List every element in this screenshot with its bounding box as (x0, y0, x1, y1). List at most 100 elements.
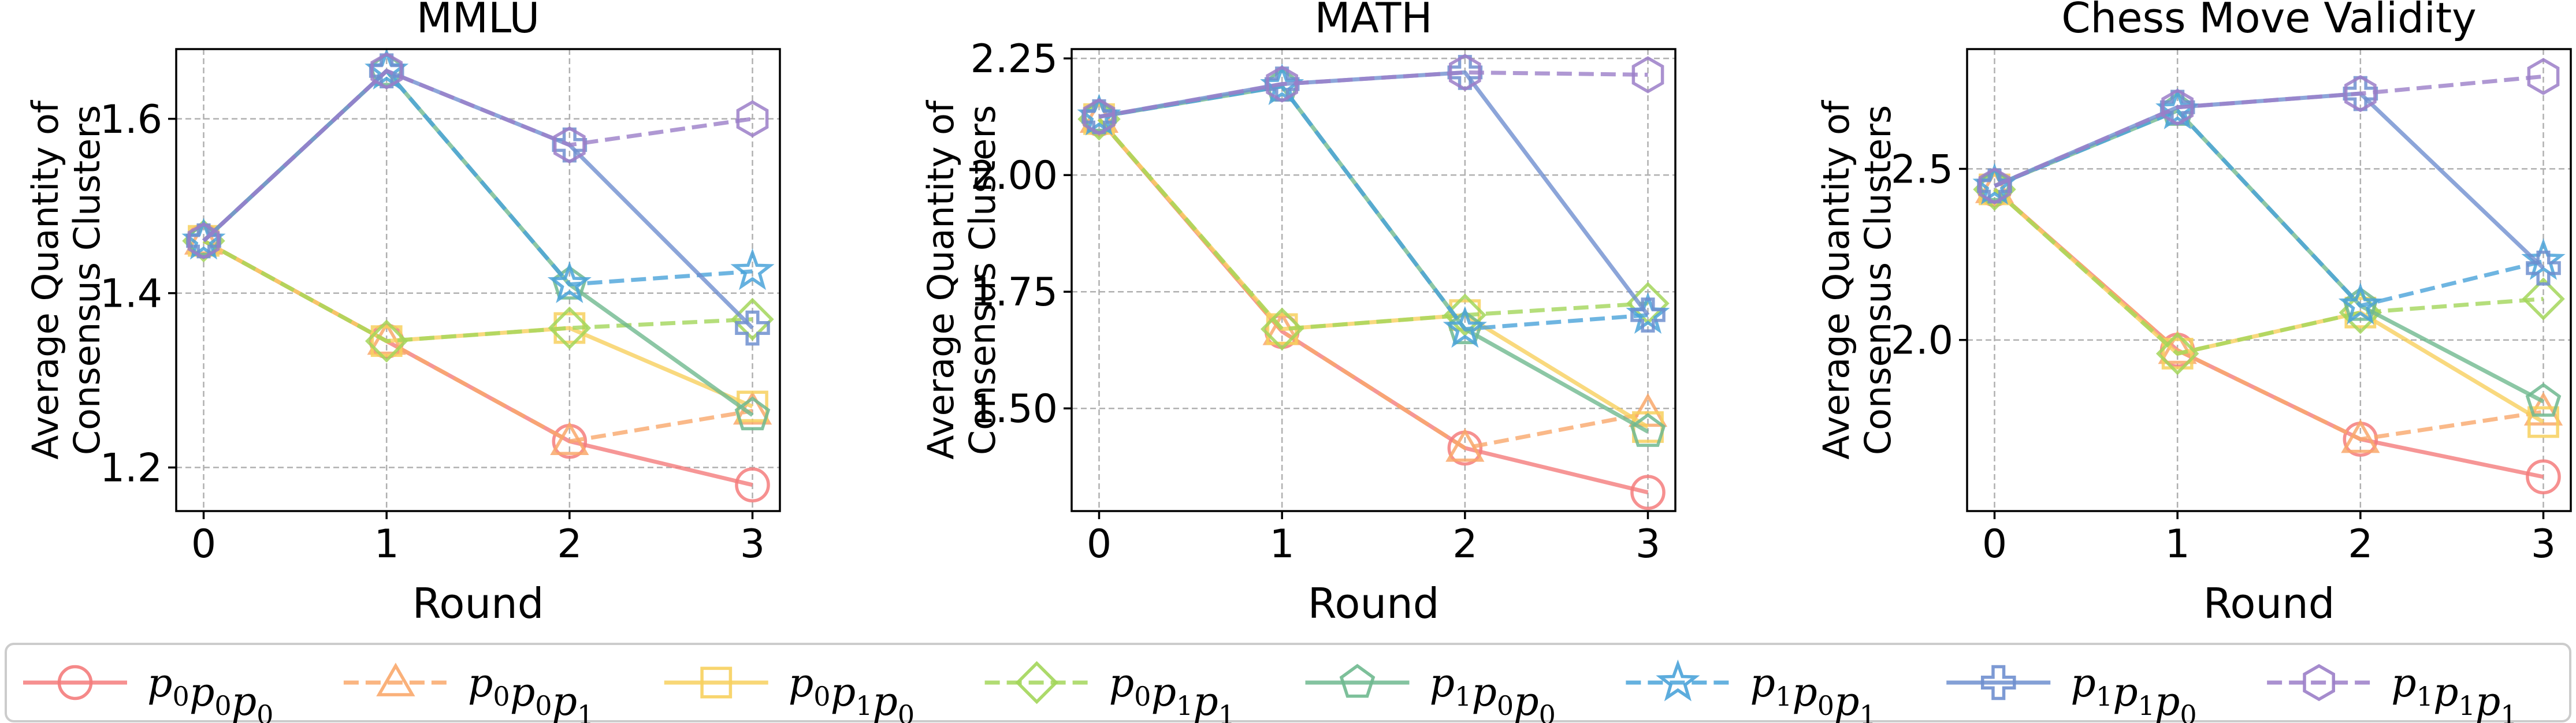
legend: p0p0p0p0p0p1p0p1p0p0p1p1p1p0p0p1p0p1p1p1… (5, 643, 2571, 723)
data-point-p1p1p1 (1083, 98, 1116, 136)
legend-label-base: p (2433, 670, 2459, 715)
legend-label-sub: 0 (214, 690, 231, 721)
legend-marker-hexagon (2303, 664, 2335, 702)
legend-label: p1p0p1 (1750, 661, 1876, 723)
legend-label-base: p (1792, 670, 1817, 715)
chart-title: MATH (1315, 0, 1433, 42)
series-p1p1p1 (1083, 54, 1664, 136)
legend-label: p0p1p1 (1109, 661, 1235, 723)
legend-label-sub: 0 (2180, 699, 2196, 723)
y-axis-label-line: Consensus Clusters (1857, 105, 1899, 455)
legend-label-sub: 1 (577, 699, 594, 723)
legend-label-base: p (789, 661, 814, 706)
series-p0p1p1 (182, 219, 774, 363)
legend-box (5, 643, 2571, 722)
legend-label-sub: 1 (1218, 699, 1235, 723)
legend-label: p1p1p1 (2391, 661, 2517, 723)
legend-label-base: p (232, 679, 257, 723)
legend-marker-plus (1980, 665, 2016, 700)
axes-frame (175, 48, 781, 512)
legend-marker-diamond (1015, 661, 1058, 705)
series-line-p1p1p0 (202, 69, 754, 330)
legend-marker-pentagon (1339, 664, 1376, 698)
legend-label-sub: 1 (2096, 681, 2113, 712)
legend-label-base: p (189, 670, 215, 715)
series-p1p0p1 (1972, 87, 2566, 325)
data-point-p1p0p0 (1630, 413, 1666, 447)
series-line-p1p0p0 (1994, 109, 2545, 404)
data-point-p1p1p1 (1978, 167, 2011, 205)
series-p1p0p0 (185, 52, 771, 431)
legend-label-base: p (831, 670, 856, 715)
series-p1p1p1 (187, 52, 769, 260)
data-point-p0p0p0 (1630, 475, 1666, 510)
legend-label-sub: 1 (856, 690, 872, 721)
legend-label-sub: 0 (1497, 690, 1514, 721)
series-p0p0p1 (1975, 169, 2563, 453)
chart-panel: 0 1 2 3 1.50 1.75 2.00 2.25 MATH Round Average Qua… (920, 0, 1677, 628)
legend-label-sub: 1 (1775, 681, 1792, 712)
data-point-p1p1p1 (1631, 56, 1664, 94)
series-line-p1p1p1 (1994, 74, 2544, 188)
series-line-p1p0p0 (1098, 84, 1649, 434)
legend-marker-triangle (376, 662, 415, 696)
x-tick-label: 1 (1270, 521, 1295, 567)
data-point-p0p1p0 (2161, 338, 2194, 370)
data-point-p0p1p1 (1260, 307, 1304, 351)
series-line-p1p0p1 (202, 69, 753, 287)
y-axis-label-line: Average Quantity of (920, 99, 962, 460)
legend-label-sub: 1 (1860, 699, 1876, 723)
y-axis-label-line: Consensus Clusters (66, 105, 108, 455)
legend-label-base: p (2475, 679, 2501, 723)
legend-label-base: p (2071, 661, 2096, 706)
series-line-p1p0p1 (1994, 109, 2544, 308)
data-point-p0p1p1 (548, 306, 592, 350)
x-tick-label: 2 (557, 521, 582, 567)
legend-label-sub: 0 (1817, 690, 1834, 721)
x-tick-label: 3 (740, 521, 765, 567)
series-line-p0p1p1 (202, 239, 753, 344)
chart-panel: 0 1 2 3 1.2 1.4 1.6 MMLU Round Average Quantity o… (24, 0, 781, 628)
legend-label-sub: 1 (1176, 690, 1193, 721)
series-p1p1p1 (1978, 58, 2560, 205)
legend-label-sub: 0 (493, 681, 510, 712)
series-p1p1p0 (186, 53, 770, 346)
legend-label-base: p (552, 679, 578, 723)
series-line-p1p1p0 (1994, 91, 2545, 270)
x-tick-label: 0 (1087, 521, 1112, 567)
x-tick-label: 1 (374, 521, 399, 567)
legend-label-base: p (872, 679, 898, 723)
legend-label-sub: 0 (1134, 681, 1151, 712)
chart-panel: 0 1 2 3 2.0 2.5 Chess Move Validity Round Averag… (1815, 0, 2572, 628)
x-tick-label: 2 (1452, 521, 1477, 567)
data-point-p1p0p1 (2338, 282, 2382, 325)
legend-entry-p0p0p0: p0p0p0 (23, 661, 273, 723)
y-tick-label: 2.0 (1891, 318, 1953, 364)
x-axis-label: Round (1308, 579, 1440, 628)
legend-label-base: p (1193, 679, 1218, 723)
data-point-p0p0p0 (2526, 459, 2561, 495)
x-tick-label: 3 (2531, 521, 2556, 567)
series-line-p0p0p1 (202, 239, 753, 444)
legend-label-sub: 1 (1455, 681, 1471, 712)
x-axis-label: Round (2203, 579, 2335, 628)
data-point-p1p0p1 (1443, 305, 1487, 348)
legend-label-sub: 1 (2458, 690, 2475, 721)
series-line-p0p0p1 (1097, 117, 1649, 450)
legend-label-base: p (1109, 661, 1135, 706)
legend-label-base: p (2113, 670, 2138, 715)
x-tick-label: 0 (191, 521, 216, 567)
data-point-p1p1p1 (187, 222, 220, 260)
series-line-p0p0p0 (202, 239, 753, 487)
x-tick-label: 2 (2348, 521, 2373, 567)
y-tick-label: 2.00 (971, 153, 1058, 199)
data-point-p1p1p1 (1448, 54, 1481, 91)
data-point-p0p1p0 (2527, 406, 2559, 438)
series-line-p0p1p1 (1097, 117, 1648, 331)
data-point-p1p1p0 (2526, 250, 2561, 286)
legend-entry-p1p0p0: p1p0p0 (1305, 661, 1556, 723)
legend-entry-p1p0p1: p1p0p1 (1626, 659, 1876, 723)
data-point-p0p0p1 (550, 421, 589, 456)
y-axis-label: Average Quantity ofConsensus Clusters (24, 99, 108, 460)
